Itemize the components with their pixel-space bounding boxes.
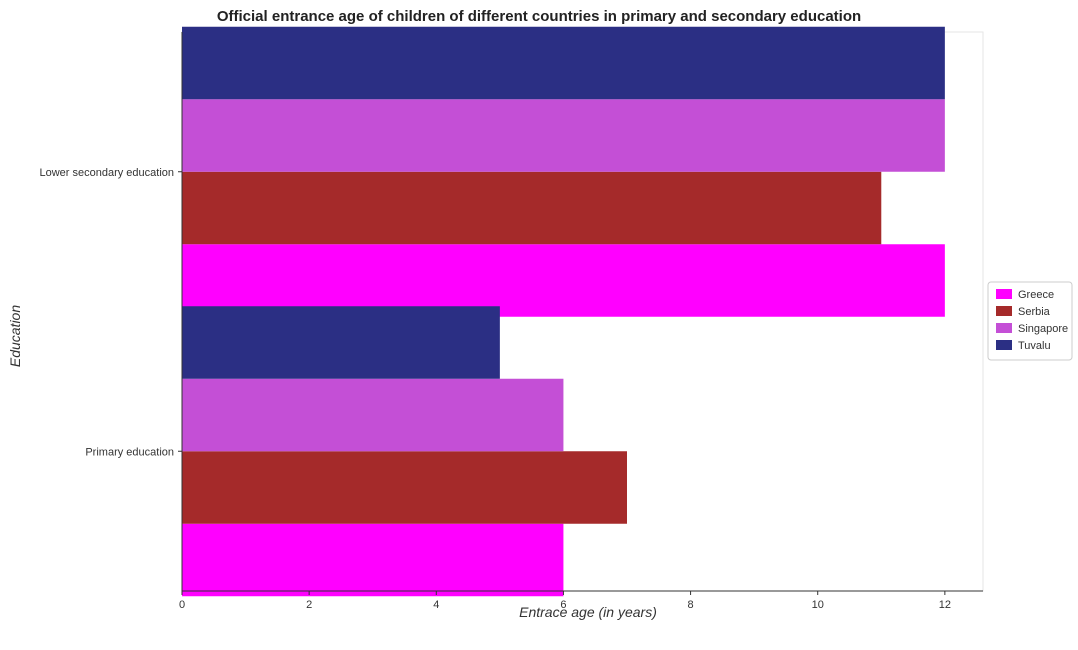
- bar-singapore-1: [182, 378, 564, 452]
- bar-greece-1: [182, 523, 564, 597]
- bar-tuvalu-0: [182, 26, 945, 100]
- x-tick-label: 8: [688, 599, 694, 611]
- x-tick-label: 4: [433, 599, 439, 611]
- y-tick-label: Primary education: [85, 446, 174, 458]
- x-tick-label: 12: [939, 599, 951, 611]
- legend-label-tuvalu: Tuvalu: [1018, 340, 1051, 352]
- legend-swatch-singapore: [996, 323, 1012, 333]
- x-tick-label: 2: [306, 599, 312, 611]
- bar-greece-0: [182, 244, 945, 317]
- bar-serbia-0: [182, 171, 882, 245]
- legend-swatch-serbia: [996, 306, 1012, 316]
- y-tick-label: Lower secondary education: [39, 167, 174, 179]
- legend-swatch-greece: [996, 289, 1012, 299]
- legend: Greece Serbia Singapore Tuvalu: [987, 281, 1073, 361]
- bar-serbia-1: [182, 451, 627, 524]
- y-axis-label: Education: [7, 305, 23, 367]
- bar-singapore-0: [182, 99, 945, 172]
- chart-title: Official entrance age of children of dif…: [216, 8, 862, 25]
- x-axis-label: Entrace age (in years): [519, 604, 657, 620]
- legend-label-greece: Greece: [1018, 289, 1054, 301]
- x-tick-label: 6: [560, 599, 566, 611]
- bar-tuvalu-1: [182, 306, 500, 379]
- legend-label-serbia: Serbia: [1018, 306, 1051, 318]
- legend-swatch-tuvalu: [996, 340, 1012, 350]
- legend-label-singapore: Singapore: [1018, 323, 1068, 335]
- x-tick-label: 0: [179, 599, 185, 611]
- x-tick-label: 10: [812, 599, 824, 611]
